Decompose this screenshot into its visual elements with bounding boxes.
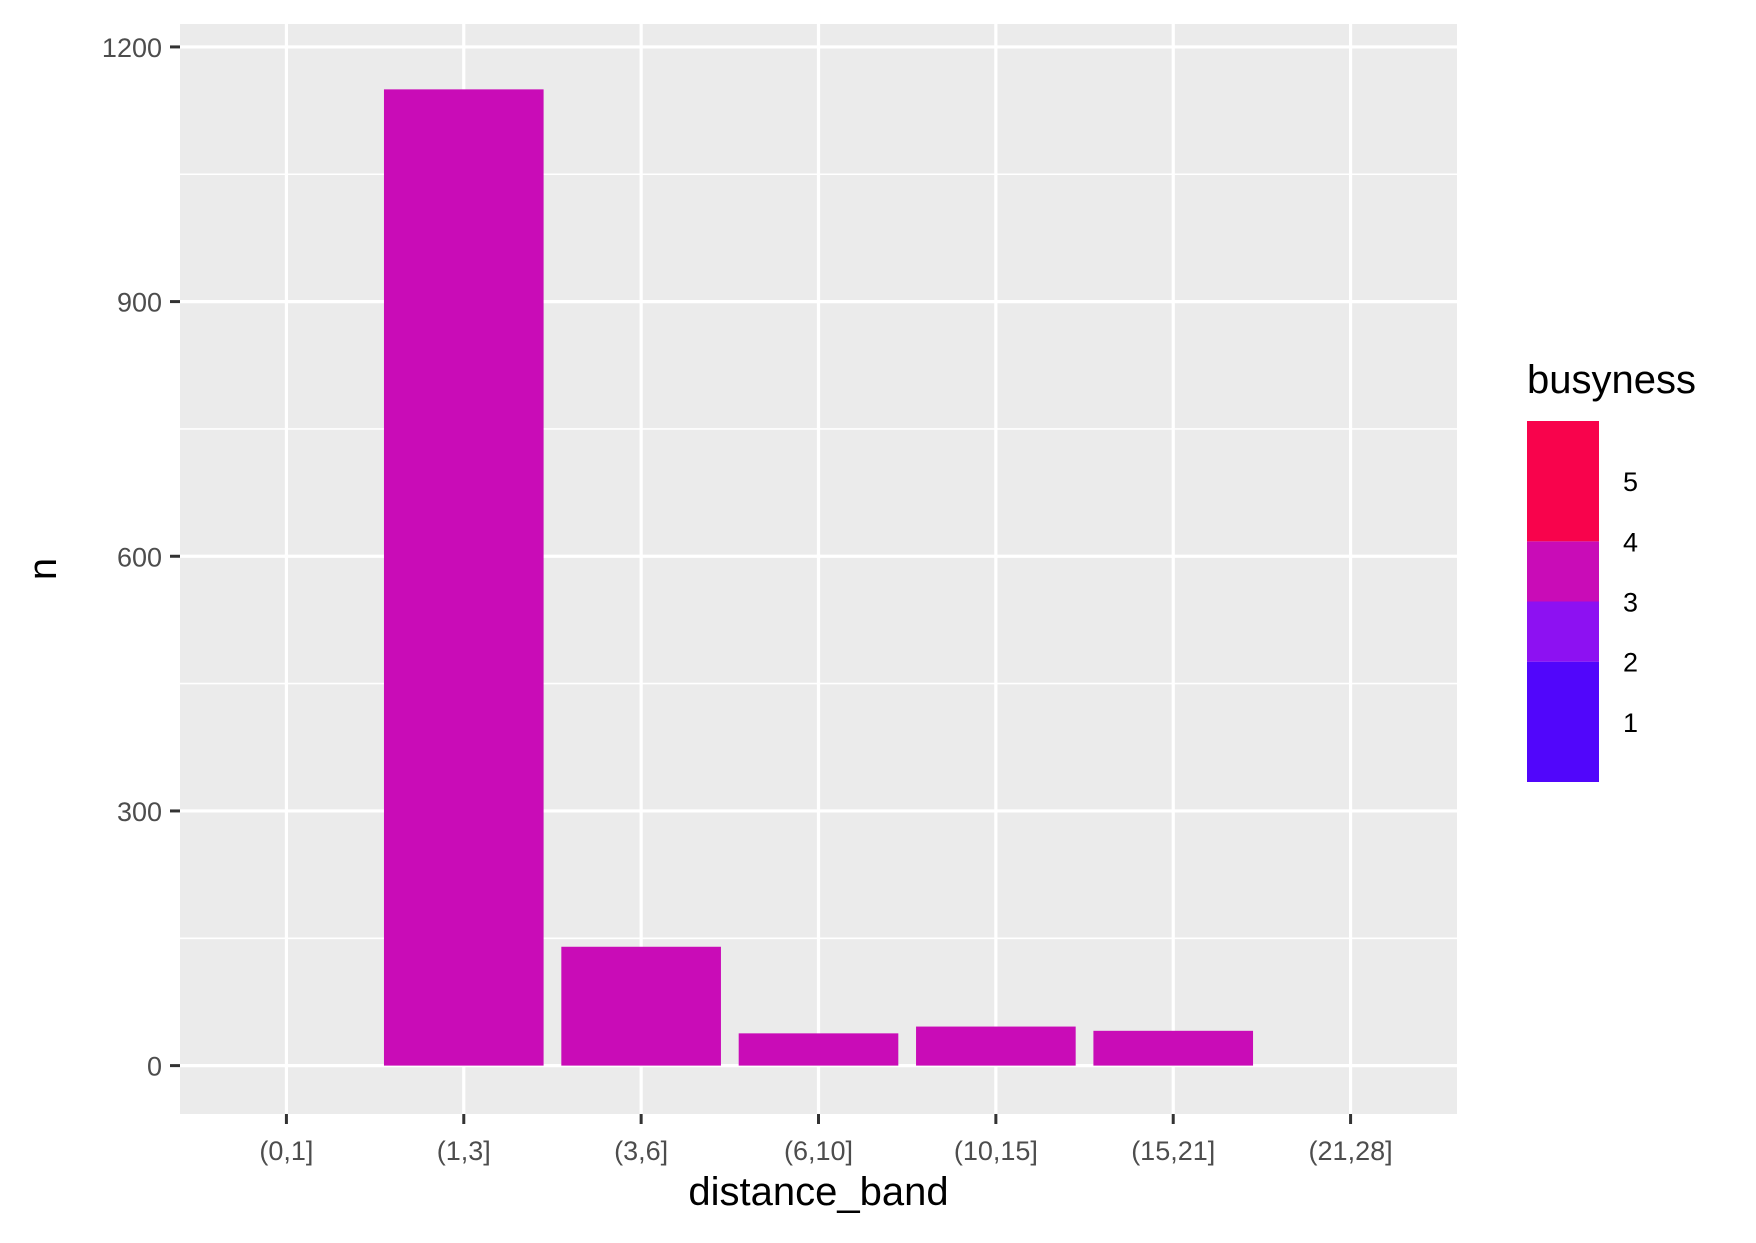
- legend-labels: 5 4 3 2 1: [1623, 467, 1638, 738]
- bar: [1093, 1030, 1254, 1066]
- x-tick-label: (10,15]: [954, 1136, 1038, 1166]
- legend-color-band: [1527, 601, 1599, 662]
- x-tick-label: (21,28]: [1309, 1136, 1393, 1166]
- bar: [916, 1026, 1076, 1066]
- x-tick-label: (0,1]: [259, 1136, 313, 1166]
- legend-color-band: [1527, 541, 1599, 602]
- x-tick-label: (3,6]: [614, 1136, 668, 1166]
- bars: [383, 89, 1254, 1066]
- legend-label: 4: [1623, 527, 1638, 557]
- y-axis: 0 300 600 900 1200: [102, 33, 180, 1082]
- y-tick-label: 0: [147, 1052, 162, 1082]
- x-tick-label: (1,3]: [437, 1136, 491, 1166]
- legend-label: 1: [1623, 708, 1638, 738]
- legend-color-band: [1527, 661, 1599, 782]
- y-axis-title: n: [21, 558, 65, 580]
- legend-label: 3: [1623, 588, 1638, 618]
- legend: busyness 5 4 3 2 1: [1527, 358, 1696, 782]
- x-axis-title: distance_band: [688, 1170, 948, 1214]
- x-tick-label: (15,21]: [1131, 1136, 1215, 1166]
- y-tick-label: 300: [117, 797, 162, 827]
- x-axis: (0,1] (1,3] (3,6] (6,10] (10,15] (15,21] (21,2…: [259, 1114, 1393, 1166]
- x-tick-label: (6,10]: [784, 1136, 853, 1166]
- legend-label: 2: [1623, 648, 1638, 678]
- legend-title: busyness: [1527, 358, 1696, 402]
- bar: [738, 1033, 899, 1066]
- y-tick-label: 1200: [102, 33, 162, 63]
- bar: [561, 946, 721, 1066]
- legend-colorbar: [1527, 421, 1599, 782]
- legend-label: 5: [1623, 467, 1638, 497]
- y-tick-label: 900: [117, 288, 162, 318]
- y-tick-label: 600: [117, 542, 162, 572]
- legend-color-band: [1527, 421, 1599, 542]
- bar: [383, 89, 544, 1066]
